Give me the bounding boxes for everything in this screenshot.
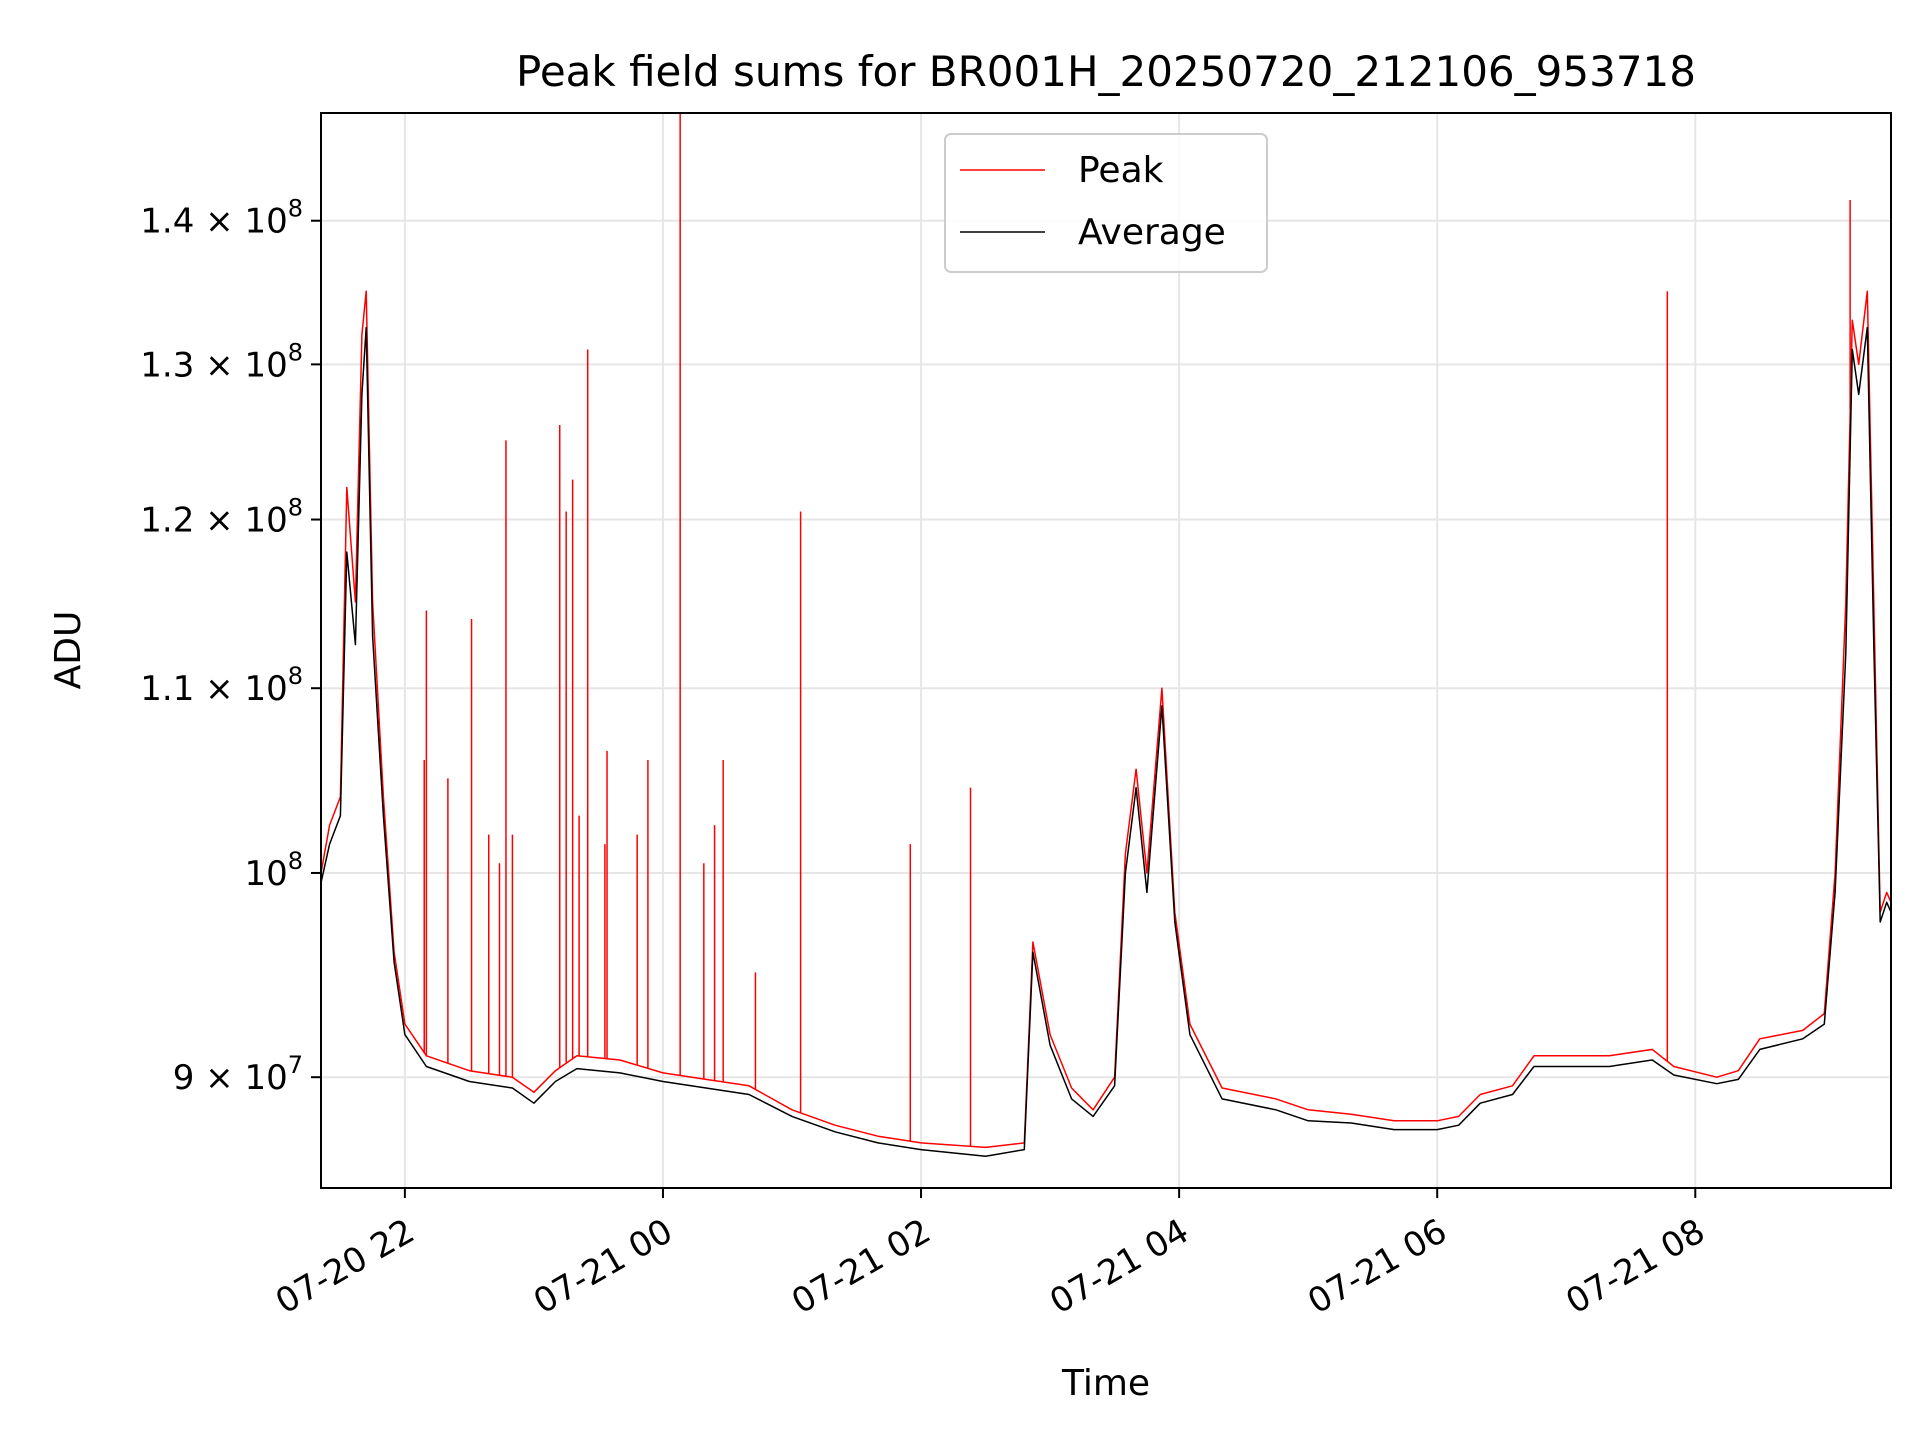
legend-box: [944, 133, 1268, 273]
y-tick-label: 9 × 107: [173, 1051, 303, 1098]
plot-area: [321, 113, 1891, 1158]
chart-title: Peak field sums for BR001H_20250720_2121…: [516, 47, 1696, 96]
x-axis-label: Time: [1061, 1363, 1150, 1404]
axes-frame: [320, 112, 1892, 1189]
y-axis-label: ADU: [48, 611, 89, 690]
legend: Peak Average: [944, 133, 1268, 273]
grid-lines: [321, 113, 1891, 1188]
y-tick-label: 1.2 × 108: [140, 494, 303, 541]
y-tick-label: 1.1 × 108: [140, 662, 303, 709]
y-tick-label: 1.4 × 108: [140, 195, 303, 242]
series-line-average: [321, 326, 1891, 1158]
y-tick-label: 1.3 × 108: [140, 338, 303, 385]
y-tick-label: 108: [244, 847, 303, 894]
series-line-peak: [321, 290, 1891, 1149]
legend-label-average: Average: [1078, 212, 1226, 253]
legend-label-peak: Peak: [1078, 150, 1164, 191]
y-axis: 9 × 107 108 1.1 × 108 1.2 × 108 1.3 × 108 1.4…: [140, 195, 321, 1098]
